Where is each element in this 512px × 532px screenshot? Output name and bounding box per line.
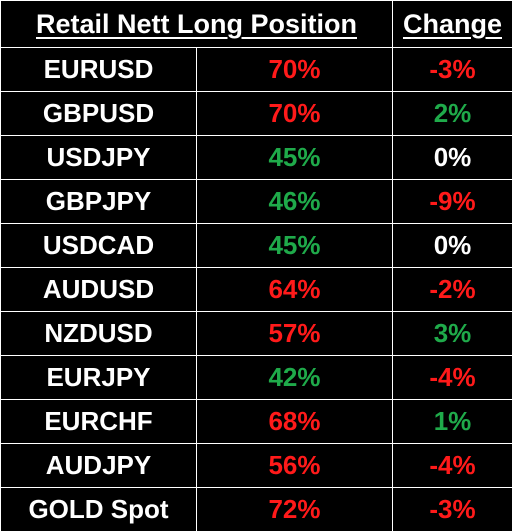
long-position-cell: 42% bbox=[197, 356, 393, 400]
pair-cell: AUDUSD bbox=[1, 268, 197, 312]
pair-cell: USDCAD bbox=[1, 224, 197, 268]
long-position-cell: 46% bbox=[197, 180, 393, 224]
change-cell: 0% bbox=[393, 136, 512, 180]
long-position-cell: 57% bbox=[197, 312, 393, 356]
change-header-cell: Change bbox=[393, 1, 512, 48]
change-cell: -4% bbox=[393, 356, 512, 400]
pair-cell: GOLD Spot bbox=[1, 488, 197, 532]
change-cell: 2% bbox=[393, 92, 512, 136]
long-position-cell: 56% bbox=[197, 444, 393, 488]
pair-cell: GBPJPY bbox=[1, 180, 197, 224]
pair-cell: NZDUSD bbox=[1, 312, 197, 356]
change-cell: 0% bbox=[393, 224, 512, 268]
pair-cell: GBPUSD bbox=[1, 92, 197, 136]
header-row: Retail Nett Long Position Change bbox=[1, 1, 512, 48]
long-position-cell: 68% bbox=[197, 400, 393, 444]
pair-cell: AUDJPY bbox=[1, 444, 197, 488]
change-cell: -3% bbox=[393, 48, 512, 92]
pair-cell: EURJPY bbox=[1, 356, 197, 400]
title-header-cell: Retail Nett Long Position bbox=[1, 1, 393, 48]
change-cell: -4% bbox=[393, 444, 512, 488]
long-position-cell: 72% bbox=[197, 488, 393, 532]
pair-cell: EURCHF bbox=[1, 400, 197, 444]
long-position-cell: 45% bbox=[197, 224, 393, 268]
change-cell: -2% bbox=[393, 268, 512, 312]
change-cell: 3% bbox=[393, 312, 512, 356]
change-cell: -3% bbox=[393, 488, 512, 532]
long-position-cell: 70% bbox=[197, 92, 393, 136]
long-position-cell: 45% bbox=[197, 136, 393, 180]
table-title: Retail Nett Long Position bbox=[36, 9, 357, 39]
pair-cell: EURUSD bbox=[1, 48, 197, 92]
pair-cell: USDJPY bbox=[1, 136, 197, 180]
long-position-cell: 64% bbox=[197, 268, 393, 312]
change-cell: 1% bbox=[393, 400, 512, 444]
long-position-cell: 70% bbox=[197, 48, 393, 92]
change-column-header: Change bbox=[403, 9, 502, 39]
change-cell: -9% bbox=[393, 180, 512, 224]
